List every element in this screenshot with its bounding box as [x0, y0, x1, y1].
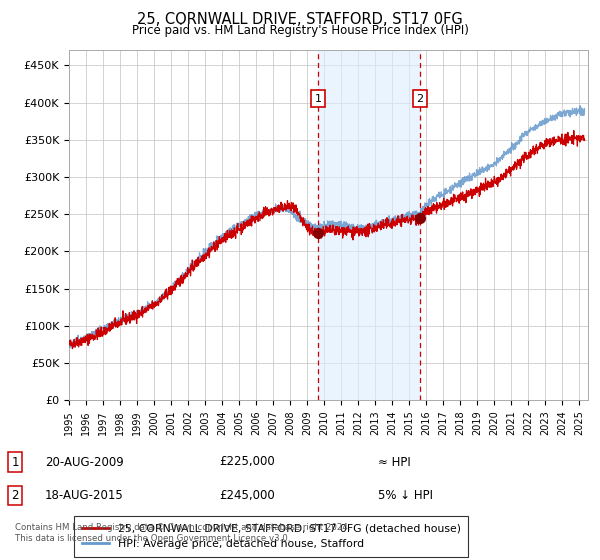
Text: £245,000: £245,000 — [219, 489, 275, 502]
Text: 18-AUG-2015: 18-AUG-2015 — [45, 489, 124, 502]
Text: 25, CORNWALL DRIVE, STAFFORD, ST17 0FG: 25, CORNWALL DRIVE, STAFFORD, ST17 0FG — [137, 12, 463, 27]
Text: ≈ HPI: ≈ HPI — [378, 455, 411, 469]
Text: 5% ↓ HPI: 5% ↓ HPI — [378, 489, 433, 502]
Legend: 25, CORNWALL DRIVE, STAFFORD, ST17 0FG (detached house), HPI: Average price, det: 25, CORNWALL DRIVE, STAFFORD, ST17 0FG (… — [74, 516, 469, 557]
Text: Price paid vs. HM Land Registry's House Price Index (HPI): Price paid vs. HM Land Registry's House … — [131, 24, 469, 36]
Text: £225,000: £225,000 — [219, 455, 275, 469]
Text: 1: 1 — [11, 455, 19, 469]
Text: Contains HM Land Registry data © Crown copyright and database right 2024.
This d: Contains HM Land Registry data © Crown c… — [15, 524, 350, 543]
Text: 2: 2 — [416, 94, 424, 104]
Text: 1: 1 — [314, 94, 322, 104]
Text: 2: 2 — [11, 489, 19, 502]
Text: 20-AUG-2009: 20-AUG-2009 — [45, 455, 124, 469]
Bar — [318, 50, 420, 400]
